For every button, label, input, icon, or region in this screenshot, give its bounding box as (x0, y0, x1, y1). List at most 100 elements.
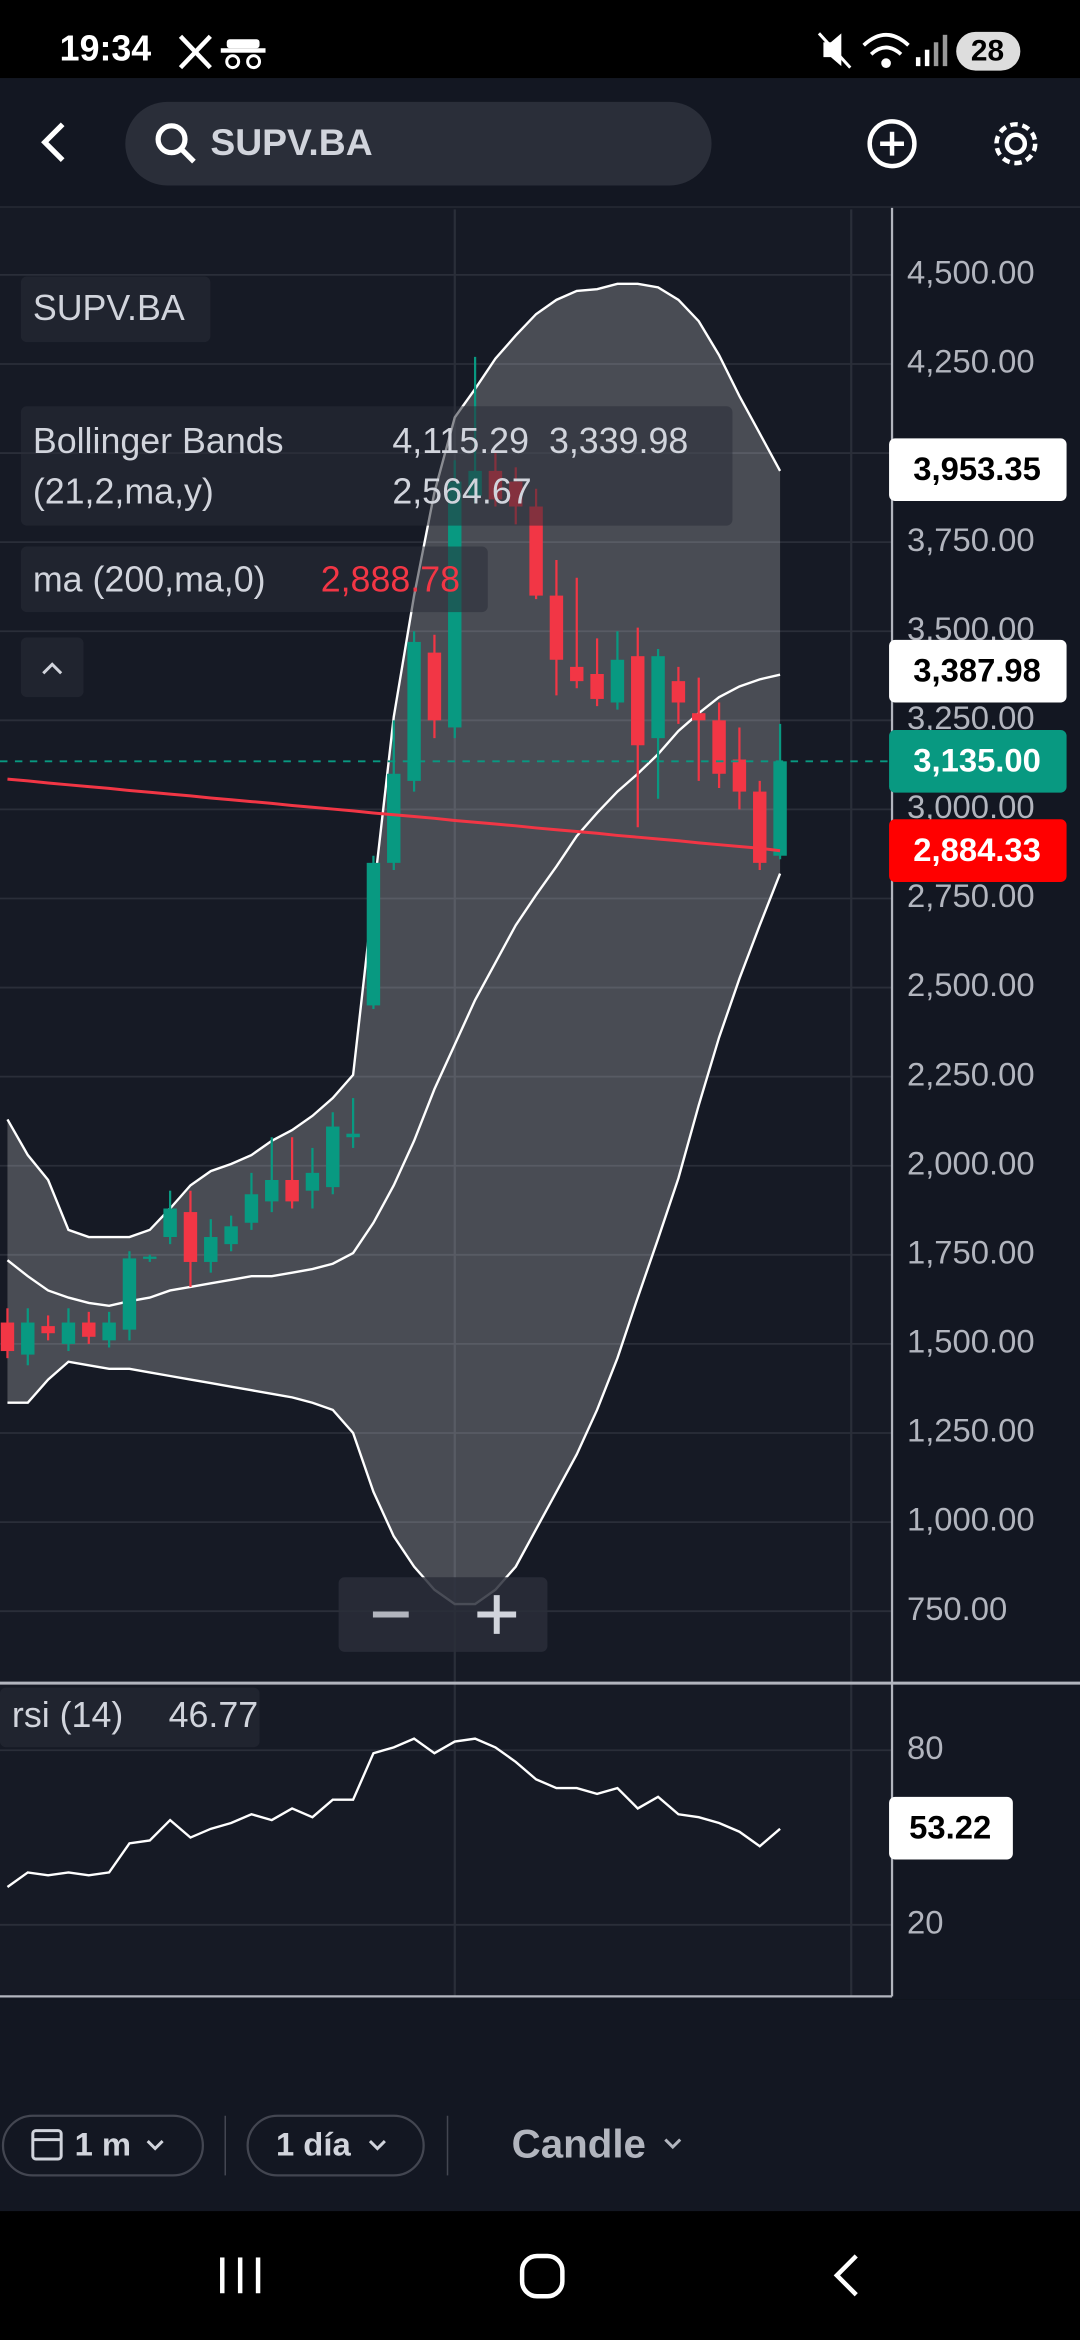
candle-body (590, 674, 604, 699)
signal-icon (915, 34, 948, 67)
interval-chevron (368, 2140, 386, 2151)
battery-level: 28 (971, 35, 1004, 68)
recents-button[interactable] (220, 2257, 261, 2294)
bollinger-middle-value: 3,339.98 (549, 421, 688, 461)
y-tick-label: 750.00 (907, 1590, 1007, 1627)
zoom-in-button[interactable] (477, 1595, 517, 1634)
candle-body (204, 1237, 218, 1262)
price-tag (889, 729, 1067, 793)
candle-body (305, 1172, 320, 1191)
price-tag (889, 819, 1067, 882)
y-tick-label: 3,750.00 (907, 521, 1035, 558)
nav-bar (0, 2211, 1080, 2340)
battery (956, 31, 1021, 71)
candle-body (244, 1194, 259, 1223)
candle-body (671, 681, 686, 703)
ma-line (7, 777, 781, 853)
nav-back-button[interactable] (833, 2254, 858, 2297)
y-tick-label: 2,500.00 (907, 966, 1035, 1003)
incognito-icon (220, 39, 266, 70)
candle-body (346, 1133, 360, 1138)
bollinger-fill (7, 283, 781, 1605)
price-pane (0, 282, 893, 1606)
rsi-tag (889, 1796, 1013, 1860)
wifi-icon (862, 32, 910, 68)
bollinger-lower-value: 2,564.67 (392, 472, 531, 512)
y-tick-label: 4,500.00 (907, 254, 1035, 291)
candle-body (651, 656, 665, 739)
price-tag (889, 639, 1067, 703)
candle-body (427, 652, 442, 721)
rsi-line (6, 1737, 781, 1888)
candle-body (21, 1322, 35, 1355)
x-icon (178, 34, 212, 70)
toolbar (0, 1999, 1080, 2212)
y-tick-label: 80 (907, 1729, 943, 1766)
y-tick-label: 20 (907, 1903, 943, 1940)
rsi-tag-label: 53.22 (909, 1808, 991, 1845)
range-button[interactable] (1, 2114, 204, 2177)
y-tick-label: 1,500.00 (907, 1323, 1035, 1360)
chart-type-button[interactable]: Candle (512, 2122, 646, 2167)
candle-body (549, 595, 564, 660)
candle-body (773, 761, 787, 856)
y-tick-label: 3,000.00 (907, 788, 1035, 825)
y-tick-label: 1,000.00 (907, 1501, 1035, 1538)
candle-body (610, 659, 625, 703)
bollinger-legend-box[interactable] (20, 406, 733, 526)
candle-body (61, 1322, 76, 1344)
clock: 19:34 (60, 29, 152, 69)
search-box[interactable] (125, 101, 712, 186)
home-button[interactable] (519, 2253, 565, 2299)
y-tick-label: 2,000.00 (907, 1144, 1035, 1181)
collapse-icon (42, 662, 63, 675)
range-label: 1 m (75, 2126, 132, 2163)
add-button[interactable] (867, 119, 917, 169)
back-button[interactable] (41, 122, 65, 162)
settings-button[interactable] (994, 122, 1038, 166)
ma-legend-box[interactable] (20, 546, 488, 613)
candle-body (41, 1326, 55, 1334)
bollinger-title: Bollinger Bands (33, 421, 284, 461)
candle-body (407, 641, 421, 781)
rsi-title: rsi (14) (12, 1695, 123, 1735)
symbol-legend-box (20, 276, 211, 343)
candle-body (692, 713, 706, 721)
bollinger-lower (7, 873, 782, 1606)
y-tick-label: 4,250.00 (907, 343, 1035, 380)
candle-body (387, 773, 401, 863)
candle-body (82, 1322, 96, 1337)
tag-layer: 3,953.35 3,387.98 3,135.00 2,884.33 53.22 (889, 438, 1067, 1860)
collapse-legend-button[interactable] (20, 637, 84, 698)
candle-body (570, 666, 584, 682)
candle-body (712, 720, 726, 774)
search-text: SUPV.BA (210, 121, 372, 163)
candle-body (102, 1322, 116, 1341)
rsi-value: 46.77 (169, 1695, 259, 1735)
candle-body (326, 1126, 340, 1188)
candle-body (265, 1180, 279, 1202)
y-tick-label: 2,750.00 (907, 877, 1035, 914)
interval-button[interactable] (246, 2114, 425, 2177)
rsi-legend-box[interactable] (0, 1687, 260, 1748)
search-icon (155, 123, 196, 164)
status-bar (0, 0, 1080, 79)
candle-body (183, 1212, 198, 1262)
mute-icon (817, 32, 852, 69)
price-tag-label: 3,953.35 (913, 450, 1041, 487)
candle-body (163, 1208, 177, 1238)
calendar-icon (31, 2129, 63, 2161)
candle-body (0, 1322, 15, 1352)
bollinger-params: (21,2,ma,y) (33, 472, 214, 512)
bollinger-upper (6, 282, 782, 1239)
candle-body (529, 506, 543, 596)
y-tick-label: 3,250.00 (907, 699, 1035, 736)
candle-body (631, 656, 645, 746)
bollinger-middle (6, 673, 781, 1308)
candle-body (732, 759, 747, 792)
interval-label: 1 día (276, 2126, 351, 2163)
price-tag-label: 2,884.33 (913, 831, 1041, 868)
ma-value: 2,888.78 (321, 560, 460, 600)
